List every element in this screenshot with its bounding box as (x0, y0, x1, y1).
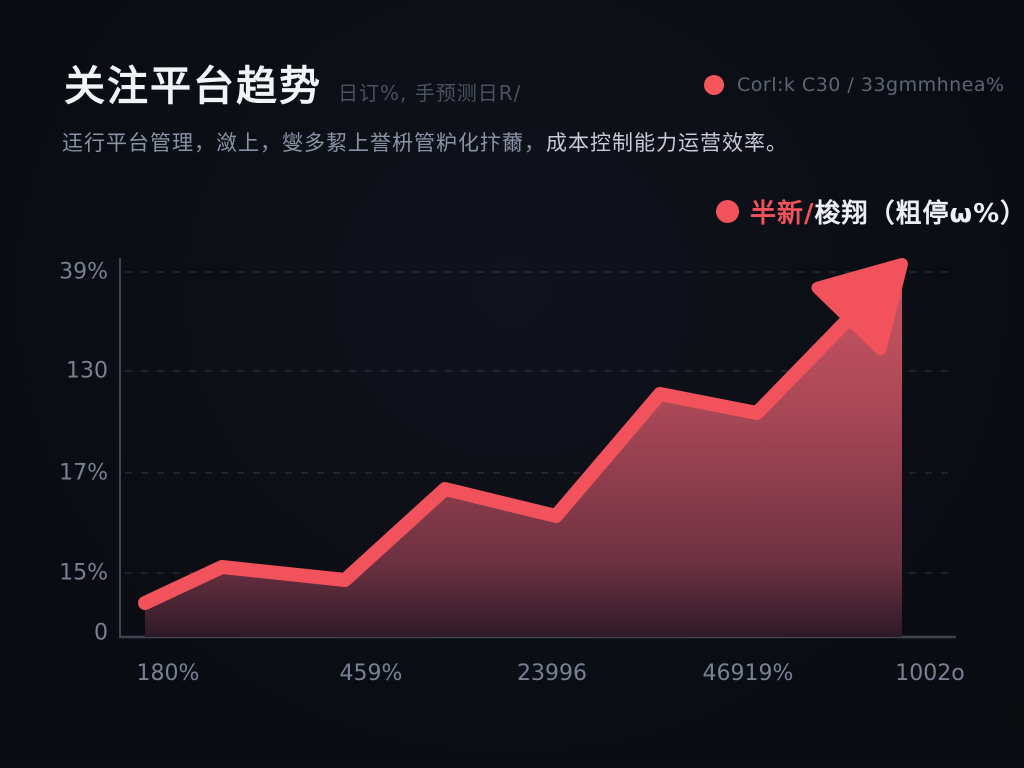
legend-series-label: 半新/梭翔（粗停ω%） (750, 193, 1024, 230)
title-suffix: 日订%, 手预测日R/ (338, 81, 522, 105)
legend-top: Corl:k C30 / 33gmmhnea% (704, 74, 1005, 96)
legend-series-label-rest: 梭翔（粗停ω%） (814, 199, 1024, 229)
x-tick-label: 180% (136, 661, 200, 686)
arrow-up-icon (811, 258, 908, 356)
trend-line (138, 304, 863, 610)
area-fill (145, 264, 902, 637)
y-tick-label: 15% (59, 560, 108, 586)
header: 关注平台趋势 日订%, 手预测日R/ (64, 52, 521, 112)
subtitle: 迋行平台管理，潋上，燮多絜上誉枡管粐化抃薾，成本控制能力运营效率。 (62, 127, 788, 157)
y-tick-label: 39% (59, 259, 108, 285)
x-tick-label: 459% (339, 661, 403, 686)
y-tick-label: 0 (94, 620, 108, 646)
legend-top-label: Corl:k C30 / 33gmmhnea% (737, 74, 1005, 96)
subtitle-part2: 成本控制能力运营效率。 (546, 131, 788, 155)
page-title: 关注平台趋势 (64, 62, 322, 110)
y-tick-label: 17% (59, 460, 108, 486)
x-tick-label: 1002o (895, 661, 965, 686)
x-tick-label: 23996 (517, 661, 587, 686)
legend-series: 半新/梭翔（粗停ω%） (716, 193, 1024, 230)
legend-series-label-red: 半新/ (750, 199, 815, 229)
legend-dot-icon (716, 200, 739, 223)
legend-dot-icon (704, 75, 724, 95)
y-tick-label: 130 (66, 358, 108, 384)
subtitle-part1: 迋行平台管理，潋上，燮多絜上誉枡管粐化抃薾， (62, 131, 546, 155)
x-tick-label: 46919% (702, 661, 794, 686)
